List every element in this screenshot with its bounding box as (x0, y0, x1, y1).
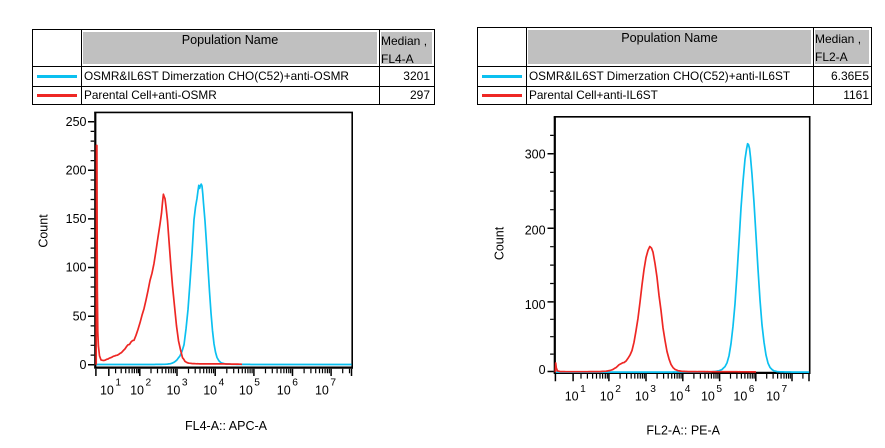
svg-text:4: 4 (685, 384, 691, 395)
svg-text:10: 10 (100, 383, 114, 397)
svg-text:FL4-A:: APC-A: FL4-A:: APC-A (185, 419, 268, 433)
svg-text:250: 250 (66, 115, 87, 129)
svg-text:3: 3 (182, 378, 188, 389)
svg-text:1: 1 (115, 378, 121, 389)
svg-text:1: 1 (580, 384, 586, 395)
svg-text:Count: Count (493, 226, 507, 260)
svg-text:10: 10 (766, 390, 780, 404)
svg-text:100: 100 (66, 261, 87, 275)
svg-text:300: 300 (525, 148, 546, 162)
svg-text:100: 100 (525, 298, 546, 312)
svg-text:10: 10 (166, 383, 180, 397)
svg-text:10: 10 (669, 390, 683, 404)
svg-text:10: 10 (565, 390, 579, 404)
svg-text:7: 7 (782, 384, 788, 395)
svg-text:10: 10 (203, 383, 217, 397)
svg-text:10: 10 (239, 383, 253, 397)
svg-text:6: 6 (749, 384, 755, 395)
svg-text:10: 10 (701, 390, 715, 404)
svg-text:10: 10 (600, 390, 614, 404)
svg-text:5: 5 (716, 384, 722, 395)
svg-text:0: 0 (80, 358, 87, 372)
svg-text:10: 10 (635, 390, 649, 404)
svg-text:FL2-A:: PE-A: FL2-A:: PE-A (646, 424, 720, 438)
svg-text:Count: Count (37, 214, 51, 248)
svg-text:2: 2 (615, 384, 621, 395)
svg-text:2: 2 (146, 378, 152, 389)
svg-text:10: 10 (733, 390, 747, 404)
svg-text:7: 7 (330, 378, 336, 389)
svg-text:10: 10 (315, 383, 329, 397)
svg-text:200: 200 (525, 224, 546, 238)
svg-text:5: 5 (254, 378, 260, 389)
svg-text:10: 10 (130, 383, 144, 397)
svg-text:3: 3 (650, 384, 656, 395)
svg-text:200: 200 (66, 164, 87, 178)
svg-text:0: 0 (539, 363, 546, 377)
svg-text:150: 150 (66, 212, 87, 226)
svg-text:4: 4 (219, 378, 225, 389)
svg-text:50: 50 (73, 309, 87, 323)
svg-text:6: 6 (292, 378, 298, 389)
svg-text:10: 10 (277, 383, 291, 397)
